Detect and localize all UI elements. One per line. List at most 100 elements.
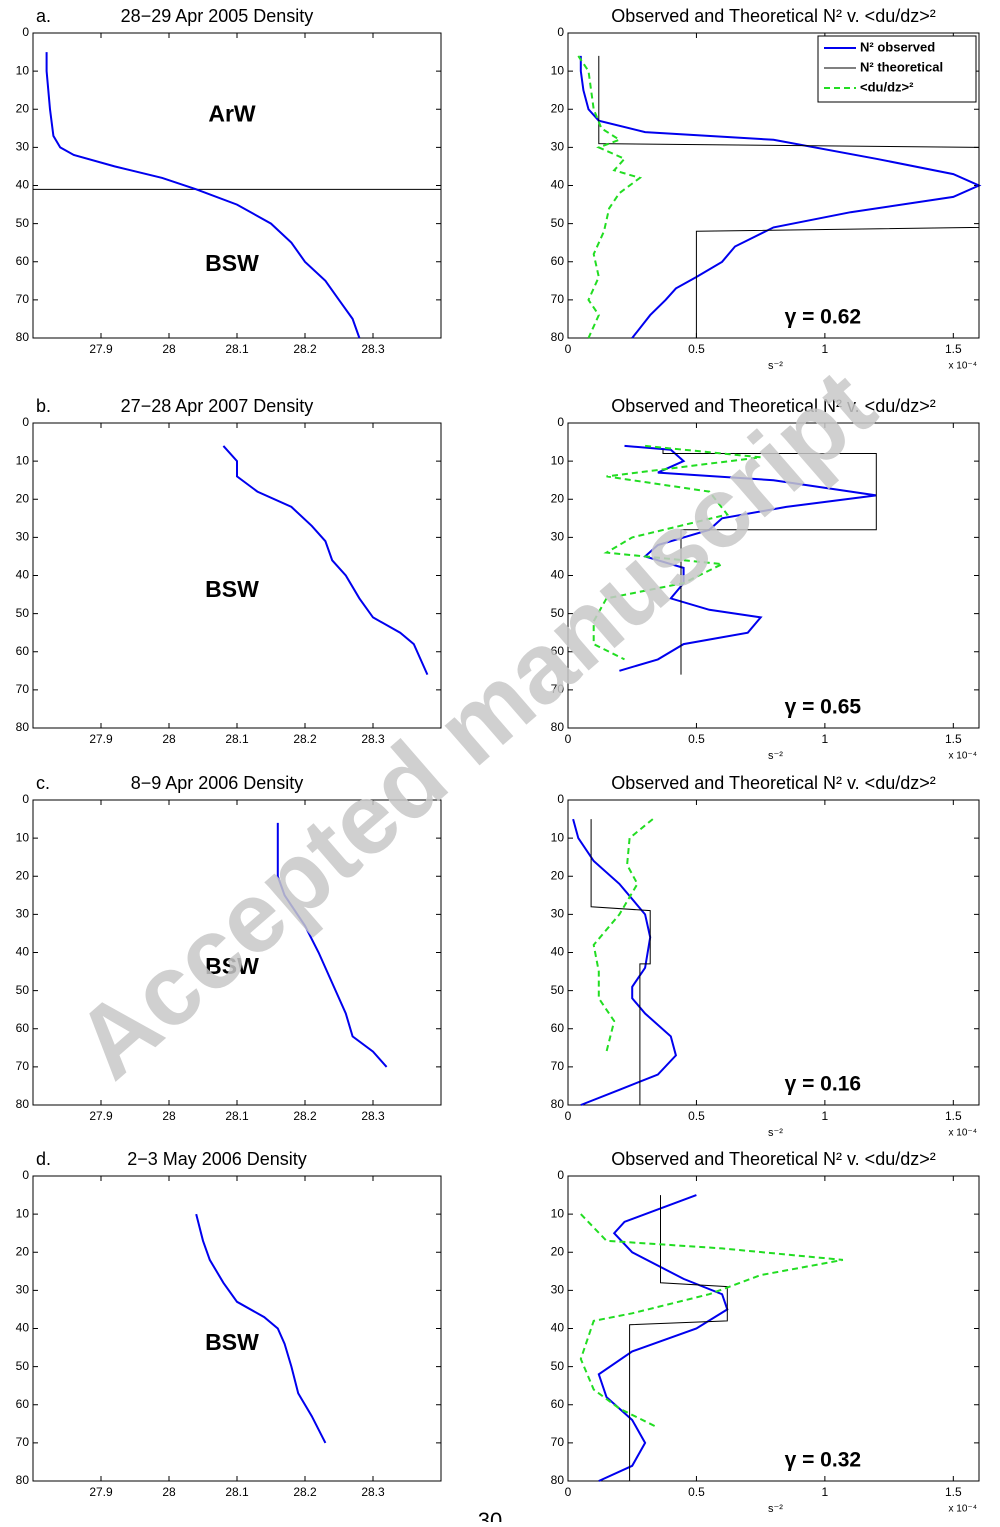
y-tick-label: 70 [551,1435,565,1449]
profile-line [222,445,429,676]
x-tick-label: 1.5 [945,1109,962,1123]
x-tick-label: 1 [822,732,829,746]
x-tick-label: 28.3 [361,1109,385,1123]
profile-line [572,818,678,1106]
y-tick-label: 70 [16,682,30,696]
chart-title: 2−3 May 2006 Density [127,1149,307,1169]
y-tick-label: 70 [16,1435,30,1449]
y-tick-label: 60 [551,1021,565,1035]
y-tick-label: 40 [551,568,565,582]
y-tick-label: 30 [16,907,30,921]
y-tick-label: 0 [22,792,29,806]
profile-line [577,55,643,339]
annotation: γ = 0.32 [785,1449,861,1472]
y-tick-label: 10 [551,63,565,77]
x-tick-label: 1 [822,342,829,356]
profile-line [45,52,361,339]
y-tick-label: 50 [551,983,565,997]
y-tick-label: 30 [551,907,565,921]
y-tick-label: 70 [16,1059,30,1073]
y-tick-label: 20 [551,868,565,882]
x-tick-label: 28.2 [293,342,317,356]
y-tick-label: 70 [551,1059,565,1073]
y-tick-label: 80 [16,720,30,734]
chart-title: 28−29 Apr 2005 Density [121,6,314,26]
x-tick-label: 1.5 [945,732,962,746]
chart-title: Observed and Theoretical N² v. <du/dz>² [611,396,936,416]
y-tick-label: 0 [22,25,29,39]
plot-area [32,32,442,339]
legend-label: <du/dz>² [860,79,914,94]
x-axis-label: s⁻² [768,1503,783,1515]
y-tick-label: 10 [551,830,565,844]
y-tick-label: 20 [551,101,565,115]
x-tick-label: 28.2 [293,732,317,746]
y-tick-label: 60 [551,644,565,658]
y-tick-label: 0 [557,792,564,806]
legend-label: N² observed [860,39,935,54]
x-tick-label: 0 [565,342,572,356]
y-tick-label: 80 [551,720,565,734]
y-tick-label: 20 [551,1244,565,1258]
x-tick-label: 0.5 [688,732,705,746]
x-tick-label: 28.1 [225,1109,249,1123]
chart-title: Observed and Theoretical N² v. <du/dz>² [611,1149,936,1169]
y-tick-label: 20 [16,101,30,115]
y-tick-label: 50 [16,216,30,230]
x-tick-label: 28.1 [225,342,249,356]
y-tick-label: 30 [551,1283,565,1297]
x-tick-label: 28.1 [225,732,249,746]
y-tick-label: 60 [551,254,565,268]
x-tick-label: 0.5 [688,1485,705,1499]
chart-title: 27−28 Apr 2007 Density [121,396,314,416]
y-tick-label: 80 [16,1097,30,1111]
y-tick-label: 10 [16,63,30,77]
panel-label: b. [36,396,51,416]
y-tick-label: 40 [16,1321,30,1335]
profile-line [598,55,980,338]
y-tick-label: 60 [16,1397,30,1411]
profile-line [590,819,651,1105]
y-tick-label: 0 [22,1168,29,1182]
plot-area [32,1175,442,1482]
y-tick-label: 20 [16,491,30,505]
y-tick-label: 60 [16,644,30,658]
x-tick-label: 1 [822,1485,829,1499]
chart-title: Observed and Theoretical N² v. <du/dz>² [611,773,936,793]
x-tick-label: 0.5 [688,342,705,356]
y-tick-label: 30 [551,530,565,544]
x-tick-label: 1 [822,1109,829,1123]
y-tick-label: 0 [22,415,29,429]
x-tick-label: 28 [162,1109,176,1123]
y-tick-label: 50 [551,606,565,620]
annotation: γ = 0.65 [785,696,862,719]
y-tick-label: 30 [551,140,565,154]
y-tick-label: 40 [551,1321,565,1335]
y-tick-label: 50 [16,983,30,997]
x-tick-label: 0 [565,1485,572,1499]
x-tick-label: 0 [565,1109,572,1123]
profile-line [276,822,388,1068]
y-tick-label: 70 [551,292,565,306]
y-tick-label: 50 [16,606,30,620]
x-tick-label: 28.2 [293,1109,317,1123]
y-tick-label: 10 [16,830,30,844]
x-tick-label: 28 [162,342,176,356]
profile-line [592,818,654,1052]
y-tick-label: 80 [551,1473,565,1487]
y-tick-label: 50 [551,216,565,230]
y-tick-label: 70 [551,682,565,696]
x-tick-label: 28 [162,732,176,746]
profile-line [592,444,761,661]
y-tick-label: 30 [16,530,30,544]
x-tick-label: 27.9 [89,732,113,746]
y-tick-label: 50 [551,1359,565,1373]
y-tick-label: 50 [16,1359,30,1373]
x-tick-label: 28.1 [225,1485,249,1499]
y-tick-label: 20 [16,868,30,882]
y-tick-label: 80 [551,1097,565,1111]
profile-line [629,1195,728,1481]
y-tick-label: 0 [557,25,564,39]
